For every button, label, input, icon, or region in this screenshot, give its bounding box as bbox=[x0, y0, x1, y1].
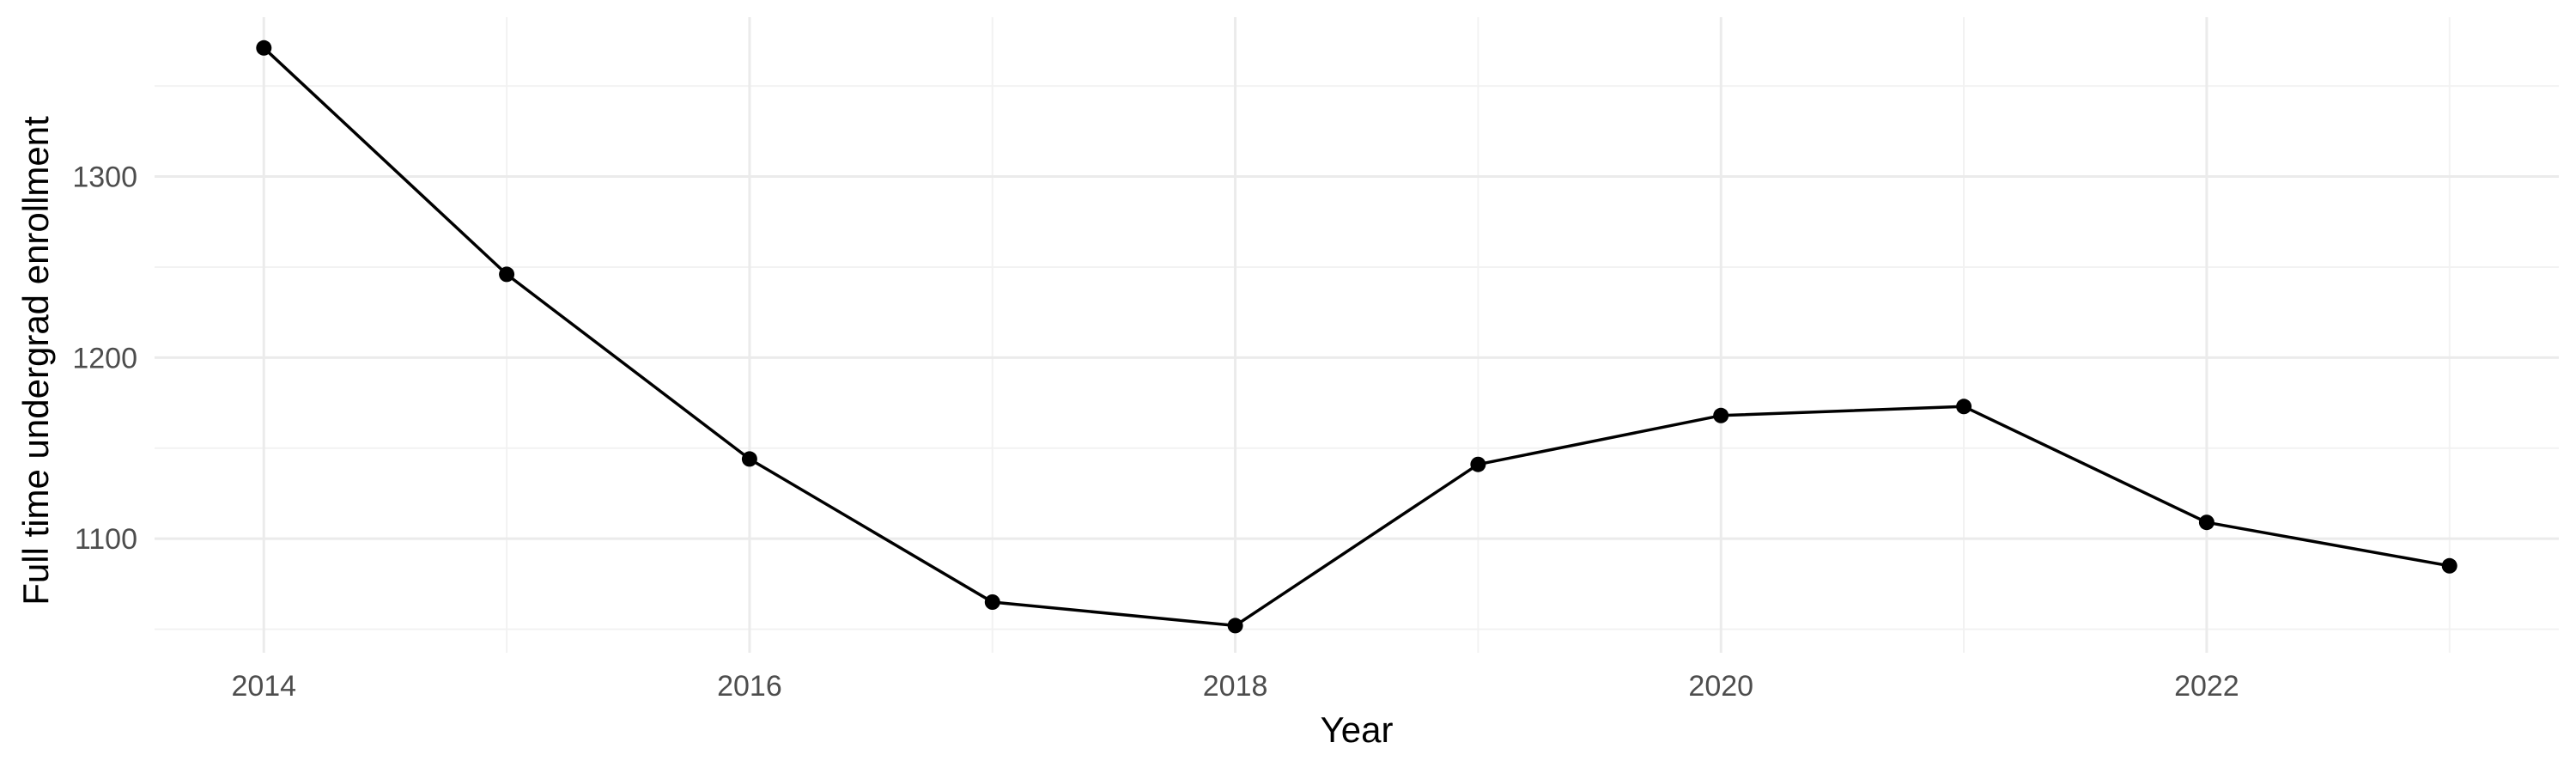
x-tick-label: 2020 bbox=[1688, 670, 1753, 703]
y-tick-label: 1100 bbox=[75, 523, 137, 556]
x-tick-label: 2022 bbox=[2174, 670, 2239, 703]
x-axis-title: Year bbox=[1321, 709, 1394, 750]
series-line bbox=[263, 46, 2451, 628]
data-point bbox=[256, 40, 272, 56]
data-point bbox=[2441, 557, 2458, 574]
data-point bbox=[499, 266, 515, 283]
data-point bbox=[2198, 514, 2215, 531]
grid bbox=[155, 17, 2559, 653]
x-tick-label: 2014 bbox=[231, 670, 296, 703]
data-point bbox=[1227, 618, 1243, 634]
data-point bbox=[741, 451, 757, 467]
series-layer bbox=[256, 40, 2458, 634]
data-point bbox=[984, 594, 1000, 610]
y-axis-title: Full time undergrad enrollment bbox=[15, 116, 56, 606]
tick-labels: 2014 2016 2018 2020 2022 1100 1200 1300 bbox=[72, 161, 2239, 703]
x-tick-label: 2016 bbox=[717, 670, 782, 703]
y-tick-label: 1200 bbox=[72, 342, 137, 374]
data-point bbox=[1470, 456, 1486, 472]
data-point bbox=[1956, 399, 1972, 415]
y-tick-label: 1300 bbox=[72, 161, 137, 194]
x-tick-label: 2018 bbox=[1203, 670, 1268, 703]
data-point bbox=[1713, 407, 1729, 423]
